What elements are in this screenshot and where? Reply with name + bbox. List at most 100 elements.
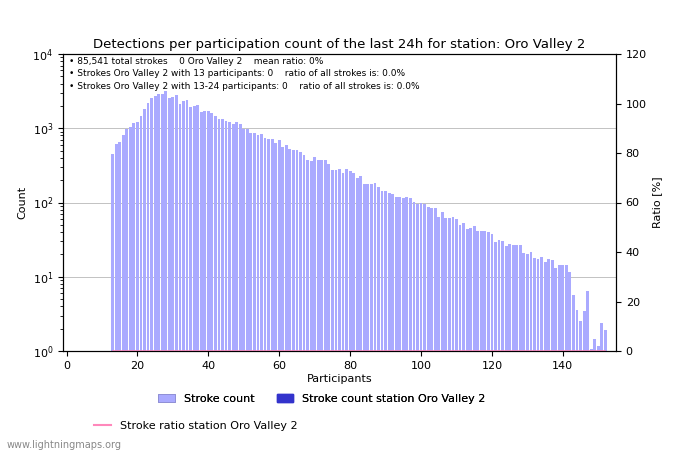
Bar [547, 374, 550, 450]
Bar [565, 374, 568, 450]
Bar [125, 129, 128, 450]
Bar [505, 246, 508, 450]
Bar [551, 374, 554, 450]
Bar [579, 374, 582, 450]
Bar [533, 374, 536, 450]
Bar [377, 187, 380, 450]
Bar [522, 253, 525, 450]
Bar [232, 124, 235, 450]
Bar [225, 374, 228, 450]
Bar [111, 374, 114, 450]
Bar [384, 191, 387, 450]
Bar [551, 260, 554, 450]
Bar [204, 111, 206, 450]
Bar [314, 374, 316, 450]
X-axis label: Participants: Participants [307, 374, 372, 383]
Bar [434, 208, 437, 450]
Bar [519, 374, 522, 450]
Bar [363, 374, 365, 450]
Bar [321, 161, 323, 450]
Bar [278, 140, 281, 450]
Bar [512, 374, 514, 450]
Bar [455, 219, 458, 450]
Bar [324, 160, 327, 450]
Bar [572, 295, 575, 450]
Bar [476, 374, 480, 450]
Bar [458, 374, 461, 450]
Stroke ratio station Oro Valley 2 [197, 348, 206, 354]
Bar [342, 173, 344, 450]
Bar [118, 142, 121, 450]
Bar [239, 124, 241, 450]
Bar [164, 91, 167, 450]
Bar [129, 374, 132, 450]
Bar [494, 242, 497, 450]
Bar [147, 374, 150, 450]
Bar [175, 95, 178, 450]
Bar [317, 160, 320, 450]
Bar [132, 374, 135, 450]
Bar [554, 268, 557, 450]
Bar [172, 374, 174, 450]
Bar [317, 374, 320, 450]
Bar [604, 374, 607, 450]
Bar [505, 374, 508, 450]
Bar [601, 374, 603, 450]
Stroke ratio station Oro Valley 2 [136, 348, 145, 354]
Bar [168, 374, 171, 450]
Bar [143, 109, 146, 450]
Bar [561, 374, 564, 450]
Stroke ratio station Oro Valley 2 [601, 348, 610, 354]
Bar [582, 374, 585, 450]
Bar [278, 374, 281, 450]
Bar [458, 225, 461, 450]
Bar [537, 259, 540, 450]
Bar [366, 184, 370, 450]
Stroke ratio station Oro Valley 2 [108, 348, 117, 354]
Bar [281, 374, 284, 450]
Bar [328, 374, 330, 450]
Bar [409, 374, 412, 450]
Bar [207, 111, 210, 450]
Bar [544, 262, 547, 450]
Bar [409, 198, 412, 450]
Bar [586, 374, 589, 450]
Bar [498, 374, 500, 450]
Bar [274, 143, 277, 450]
Bar [132, 123, 135, 450]
Bar [256, 374, 260, 450]
Bar [491, 234, 494, 450]
Bar [597, 346, 600, 450]
Bar [342, 374, 344, 450]
Bar [309, 374, 313, 450]
Bar [430, 208, 433, 450]
Bar [455, 374, 458, 450]
Bar [232, 374, 235, 450]
Bar [267, 139, 270, 450]
Bar [338, 169, 341, 450]
Bar [374, 374, 377, 450]
Bar [444, 374, 447, 450]
Bar [193, 106, 195, 450]
Bar [430, 374, 433, 450]
Bar [302, 374, 305, 450]
Bar [295, 150, 298, 450]
Bar [424, 204, 426, 450]
Bar [349, 171, 351, 450]
Bar [164, 374, 167, 450]
Bar [561, 265, 564, 450]
Bar [196, 105, 199, 450]
Bar [388, 193, 391, 450]
Stroke ratio station Oro Valley 2 [594, 348, 603, 354]
Bar [575, 310, 578, 450]
Bar [260, 135, 263, 450]
Bar [242, 129, 245, 450]
Bar [189, 374, 192, 450]
Bar [359, 374, 362, 450]
Bar [491, 374, 494, 450]
Bar [377, 374, 380, 450]
Bar [501, 374, 504, 450]
Bar [438, 374, 440, 450]
Bar [292, 150, 295, 450]
Bar [168, 98, 171, 450]
